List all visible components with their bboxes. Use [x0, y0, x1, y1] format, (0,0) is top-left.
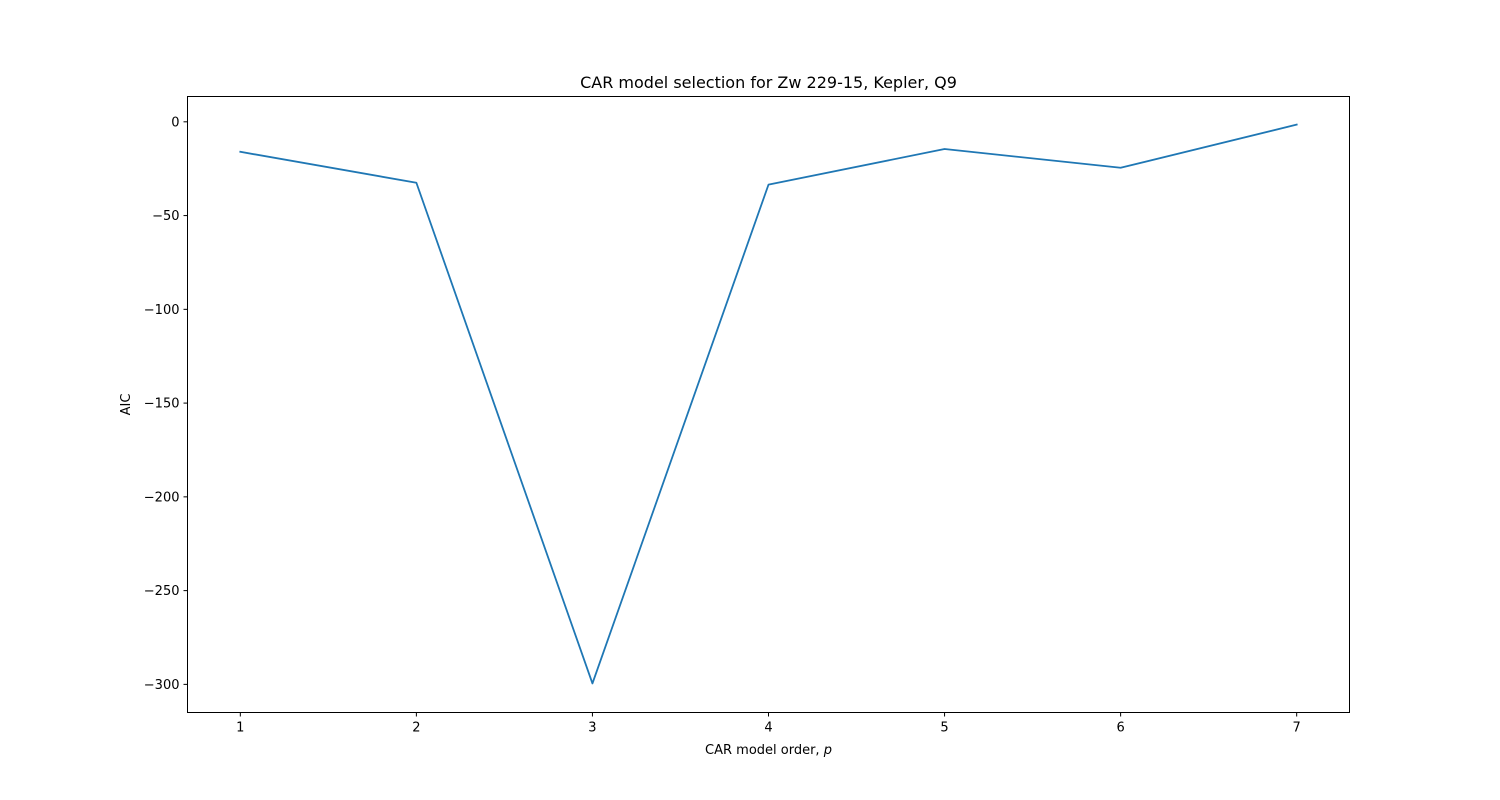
y-tick-label: −250	[144, 584, 180, 599]
x-tick-label: 4	[764, 721, 772, 736]
x-tick-label: 5	[940, 721, 948, 736]
series-layer	[239, 123, 1298, 685]
x-axis-label-variable: p	[823, 743, 832, 758]
chart-title: CAR model selection for Zw 229-15, Keple…	[580, 73, 957, 92]
x-axis-label-text: CAR model order,	[705, 743, 824, 758]
x-tick-label: 1	[236, 721, 244, 736]
y-tick-label: −300	[144, 678, 180, 693]
x-tick-label: 2	[412, 721, 420, 736]
y-tick-label: 0	[171, 115, 179, 130]
y-tick-label: −100	[144, 303, 180, 318]
y-tick-label: −150	[144, 397, 180, 412]
x-tick-label: 6	[1116, 721, 1124, 736]
x-axis-label: CAR model order, p	[705, 743, 832, 758]
y-tick-label: −200	[144, 490, 180, 505]
y-axis-label: AIC	[119, 394, 134, 416]
x-tick-label: 3	[588, 721, 596, 736]
x-axis-ticks: 1 2 3 4 5 6 7	[236, 712, 1301, 736]
y-axis-ticks: 0 −50 −100 −150 −200 −250 −300	[144, 115, 188, 693]
x-tick-label: 7	[1293, 721, 1301, 736]
y-tick-label: −50	[152, 209, 179, 224]
plot-area-frame	[187, 96, 1350, 713]
series-line	[239, 123, 1298, 685]
